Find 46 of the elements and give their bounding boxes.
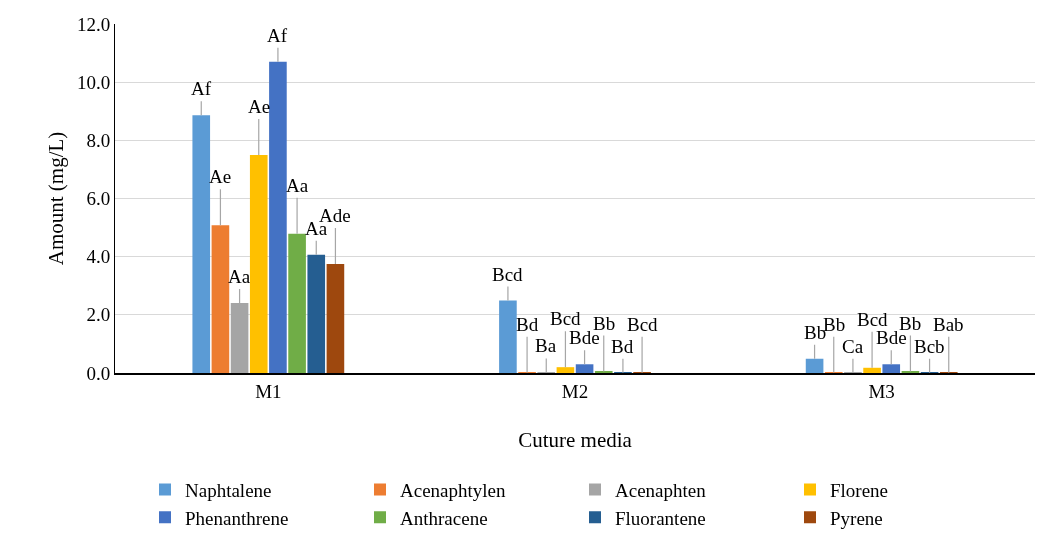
data-label: Bcb [914,336,945,357]
bar [269,61,287,373]
legend-label: Naphtalene [185,479,272,501]
bar [805,358,824,373]
data-label: Bcd [627,314,659,335]
y-tick-label: 12.0 [76,13,111,35]
bar [192,115,211,373]
legend-label: Acenaphten [615,479,707,501]
data-label: Bd [611,336,634,357]
bar [499,300,517,373]
data-label: Bcd [492,264,524,285]
bar [288,233,306,373]
bar [249,154,268,373]
bar [307,254,326,373]
data-label: Bab [933,314,964,335]
data-label: Bd [516,314,539,335]
data-label: Af [267,25,288,46]
data-label: Bcd [857,309,889,330]
legend-label: Phenanthrene [185,507,289,529]
bar [326,263,345,373]
bar [556,367,575,373]
y-axis-title: Amount (mg/L) [44,131,68,266]
legend-label: Fluorantene [615,507,706,529]
x-tick-label: M3 [868,380,895,402]
legend-label: Florene [830,479,889,501]
data-label: Ca [842,336,864,357]
y-tick-label: 10.0 [76,71,111,93]
data-label: Ba [535,335,557,356]
bar [211,225,230,373]
legend-label: Pyrene [830,507,883,529]
y-tick-label: 6.0 [86,188,111,210]
y-tick-label: 2.0 [86,304,111,326]
bar [863,367,881,373]
x-tick-label: M1 [255,380,282,402]
y-tick-label: 8.0 [86,129,111,151]
data-label: Af [191,78,212,99]
data-label: Bcd [550,308,582,329]
bar [575,364,594,373]
y-tick-label: 4.0 [86,246,111,268]
y-tick-label: 0.0 [86,362,111,384]
legend-label: Acenaphtylen [400,479,507,501]
legend-label: Anthracene [400,507,488,529]
x-tick-label: M2 [561,380,589,402]
data-label: Aa [286,175,309,196]
x-axis-title: Cuture media [518,428,633,452]
bar [882,364,901,373]
